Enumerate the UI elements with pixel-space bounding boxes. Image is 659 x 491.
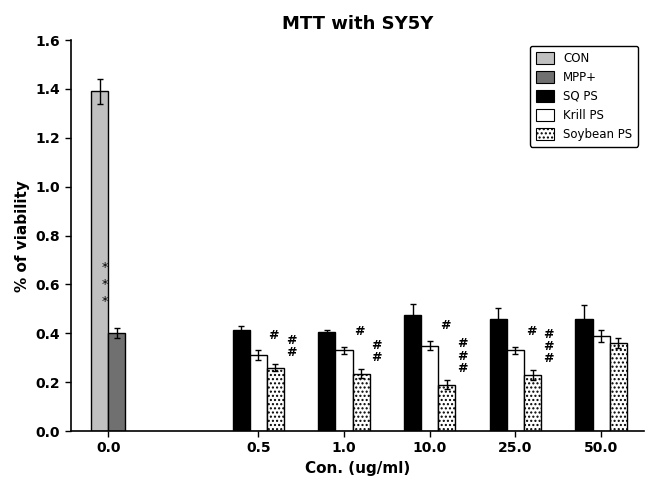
Bar [421, 346, 438, 431]
Text: #: # [268, 329, 279, 342]
Bar [353, 374, 370, 431]
Text: #: # [355, 325, 364, 338]
Text: #: # [372, 339, 382, 352]
Text: #: # [543, 327, 554, 341]
Bar [335, 351, 353, 431]
Text: *: * [101, 295, 108, 308]
Bar [233, 329, 250, 431]
Bar [91, 91, 108, 431]
Text: #: # [526, 325, 536, 338]
Legend: CON, MPP+, SQ PS, Krill PS, Soybean PS: CON, MPP+, SQ PS, Krill PS, Soybean PS [530, 46, 638, 147]
Bar [490, 319, 507, 431]
Text: #: # [457, 337, 468, 351]
Bar [267, 367, 284, 431]
Text: #: # [543, 352, 554, 365]
Bar [610, 343, 627, 431]
Title: MTT with SY5Y: MTT with SY5Y [281, 15, 433, 33]
Bar [507, 351, 524, 431]
Text: #: # [440, 319, 451, 332]
Text: #: # [457, 350, 468, 363]
Bar [250, 355, 267, 431]
Bar [575, 319, 592, 431]
Bar [404, 315, 421, 431]
Text: #: # [372, 351, 382, 364]
Text: #: # [285, 334, 296, 347]
Bar [524, 375, 541, 431]
Bar [592, 336, 610, 431]
Bar [108, 333, 125, 431]
Text: #: # [457, 362, 468, 375]
Text: #: # [285, 346, 296, 359]
Text: *: * [101, 278, 108, 291]
X-axis label: Con. (ug/ml): Con. (ug/ml) [304, 461, 410, 476]
Bar [318, 332, 335, 431]
Bar [438, 384, 455, 431]
Y-axis label: % of viability: % of viability [15, 180, 30, 292]
Text: *: * [101, 261, 108, 274]
Text: #: # [543, 340, 554, 353]
